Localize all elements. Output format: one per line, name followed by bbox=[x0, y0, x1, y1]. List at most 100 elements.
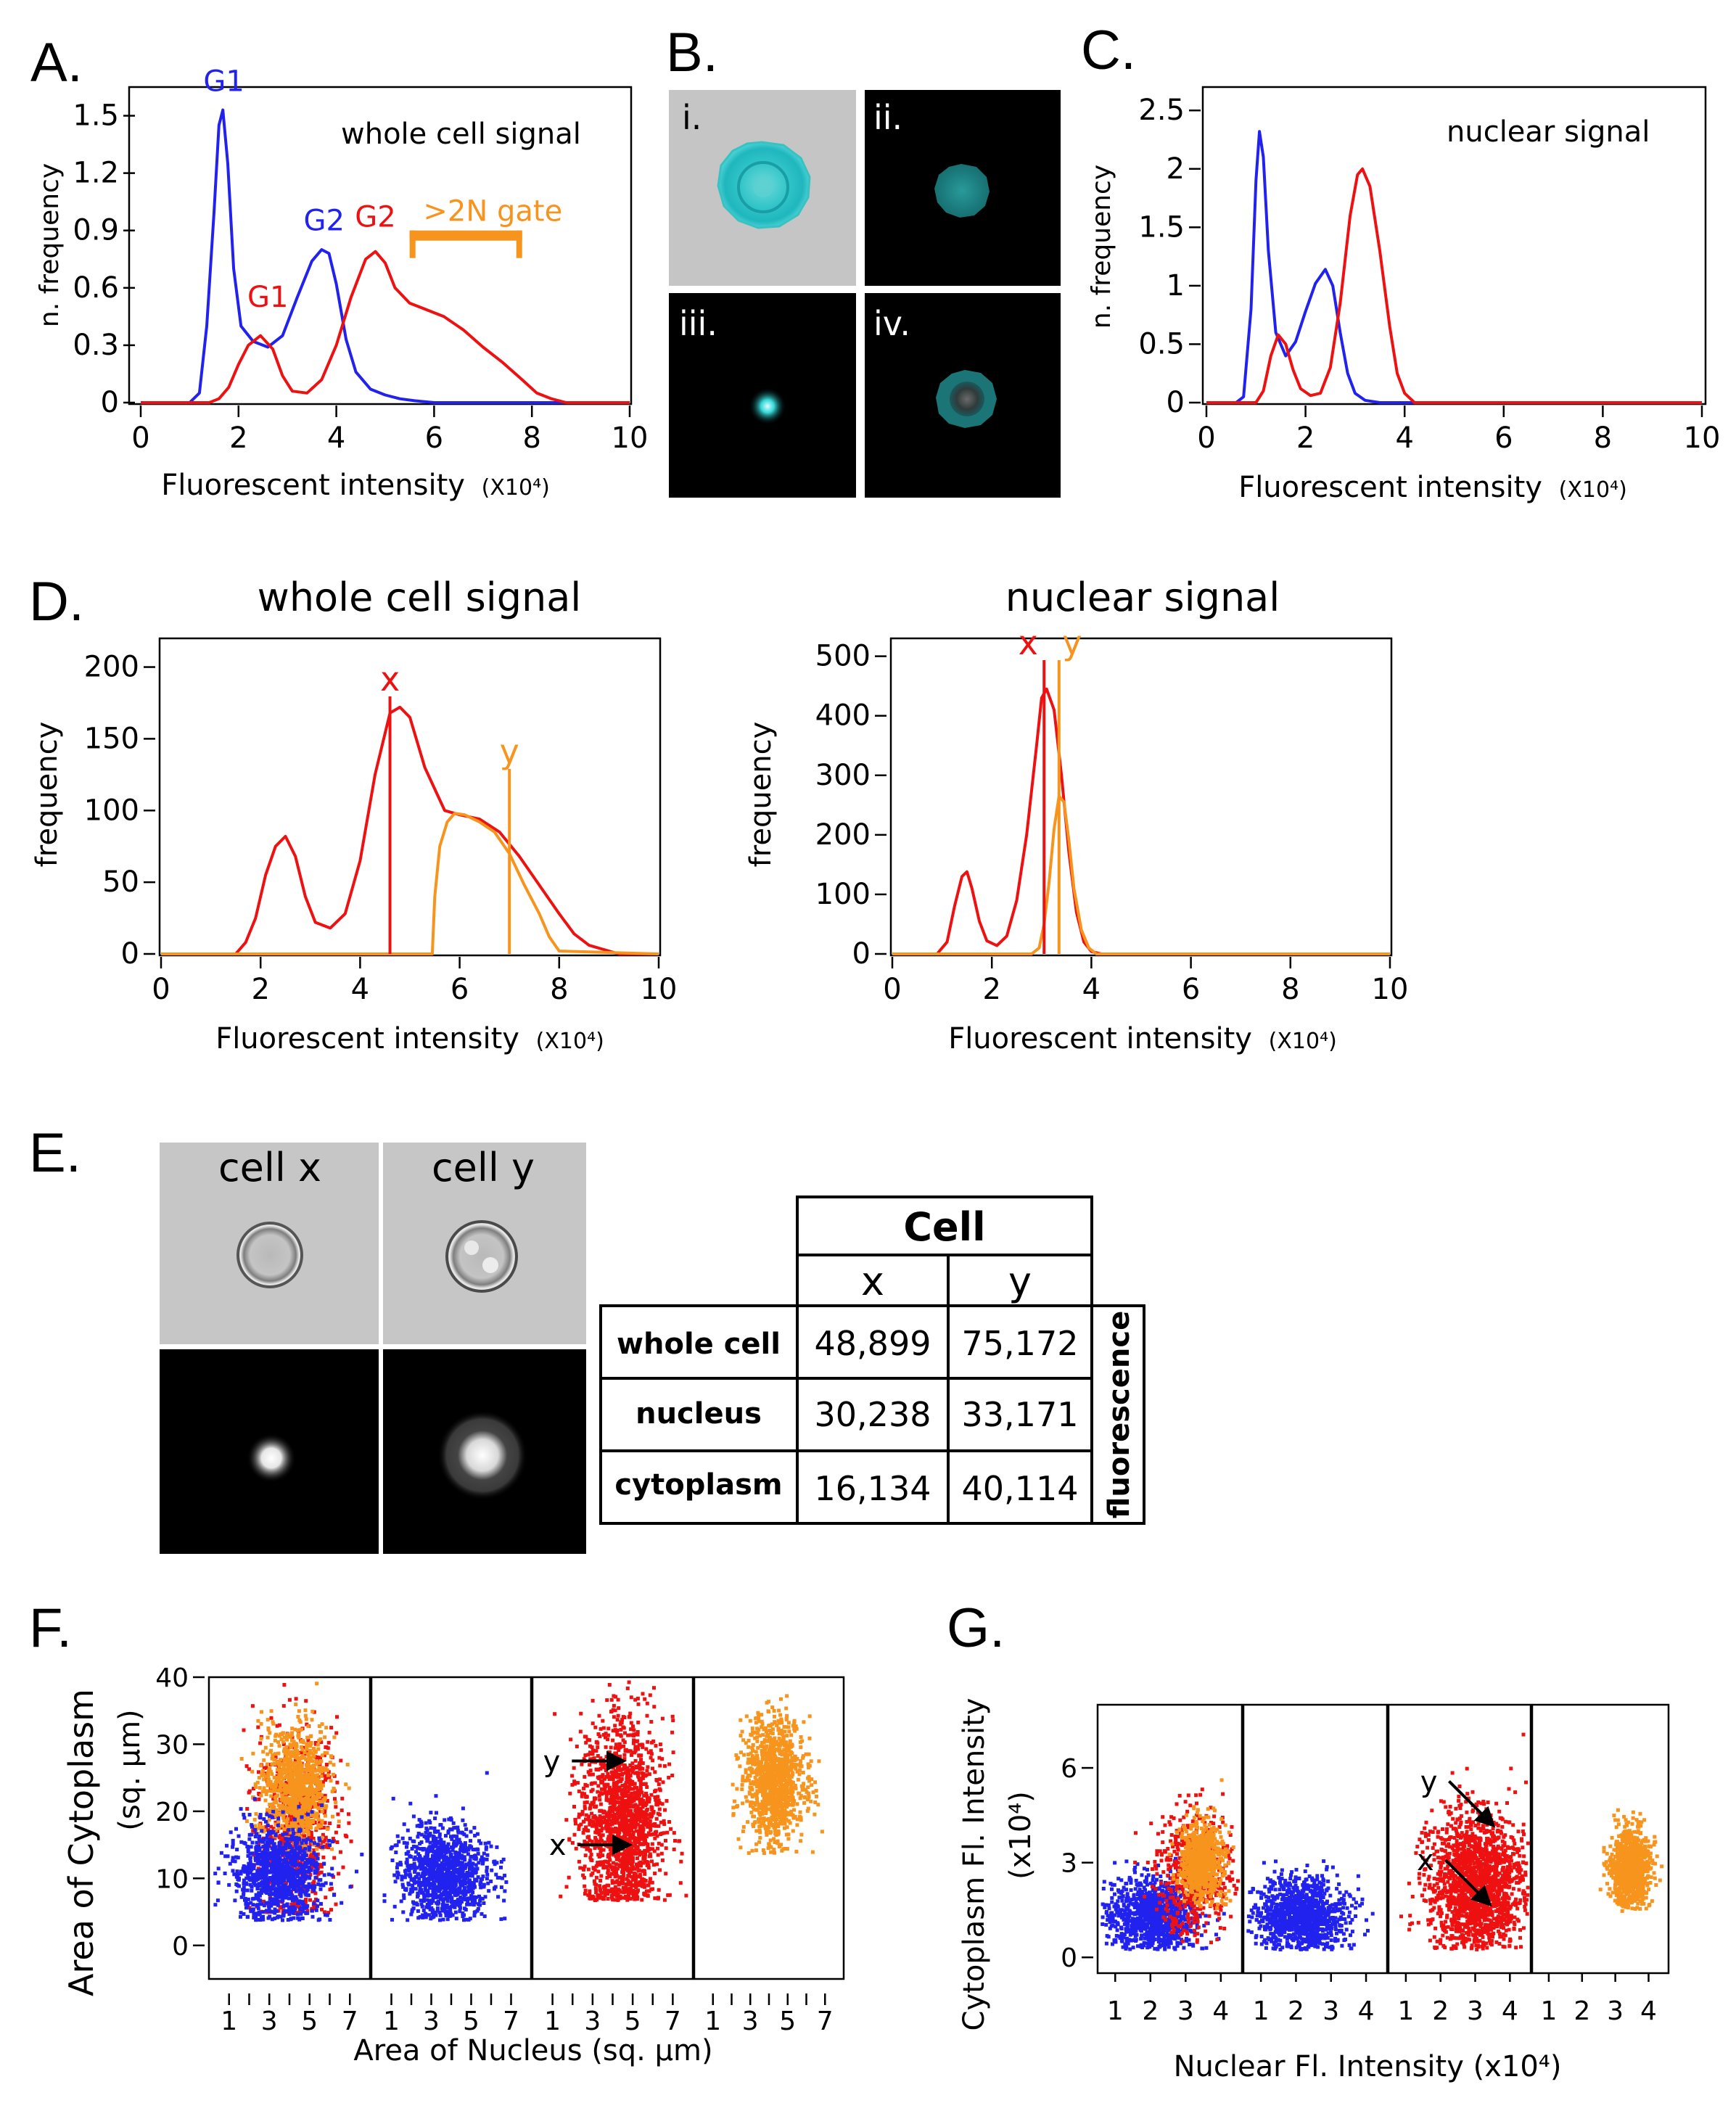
table-col-x-label: x bbox=[861, 1259, 884, 1304]
scatter-point bbox=[291, 1862, 295, 1867]
scatter-point bbox=[302, 1833, 306, 1837]
scatter-point bbox=[264, 1863, 268, 1867]
scatter-point bbox=[257, 1912, 261, 1917]
scatter-point bbox=[239, 1840, 244, 1844]
scatter-point bbox=[245, 1845, 250, 1848]
scatter-point bbox=[267, 1901, 271, 1905]
scatter-point bbox=[274, 1810, 278, 1814]
scatter-point bbox=[314, 1864, 318, 1869]
scatter-point bbox=[330, 1790, 334, 1794]
panel-d-left-lines bbox=[161, 705, 659, 955]
scatter-point bbox=[440, 1893, 444, 1897]
scatter-point bbox=[297, 1769, 301, 1774]
panel-a-chart: whole cell signal 0 2 4 6 8 1000.30.60.91.21.… bbox=[35, 65, 648, 502]
scatter-point bbox=[408, 1853, 412, 1858]
scatter-point bbox=[261, 1850, 266, 1854]
scatter-point bbox=[261, 1840, 265, 1844]
scatter-point bbox=[257, 1823, 261, 1827]
scatter-point bbox=[480, 1855, 484, 1859]
scatter-point bbox=[298, 1762, 303, 1766]
scatter-point bbox=[444, 1877, 448, 1881]
scatter-point bbox=[307, 1882, 311, 1886]
scatter-point bbox=[258, 1859, 263, 1864]
scatter-point bbox=[277, 1761, 281, 1765]
scatter-point bbox=[326, 1740, 331, 1745]
scatter-point bbox=[409, 1864, 414, 1868]
scatter-point bbox=[428, 1832, 432, 1836]
table-cell-cytoplasm-x: 16,134 bbox=[815, 1469, 931, 1508]
scatter-point bbox=[303, 1768, 307, 1772]
scatter-point bbox=[313, 1841, 316, 1845]
scatter-point bbox=[466, 1852, 470, 1856]
scatter-point bbox=[265, 1891, 269, 1895]
panel-b-images: i. ii. iii. iv. bbox=[669, 90, 1061, 498]
scatter-point bbox=[310, 1709, 315, 1713]
scatter-point bbox=[250, 1867, 254, 1872]
scatter-point bbox=[294, 1844, 298, 1848]
scatter-point bbox=[471, 1871, 475, 1875]
scatter-point bbox=[288, 1788, 292, 1793]
scatter-point bbox=[437, 1889, 442, 1893]
scatter-point bbox=[318, 1887, 323, 1891]
scatter-point bbox=[300, 1783, 305, 1787]
scatter-point bbox=[303, 1885, 308, 1889]
scatter-point bbox=[274, 1876, 279, 1880]
scatter-point bbox=[297, 1917, 302, 1922]
scatter-point bbox=[274, 1799, 279, 1803]
scatter-point bbox=[256, 1867, 260, 1871]
scatter-point bbox=[402, 1822, 406, 1827]
scatter-point bbox=[311, 1837, 316, 1840]
scatter-point bbox=[321, 1855, 326, 1859]
scatter-point bbox=[323, 1808, 327, 1813]
scatter-point bbox=[653, 1770, 657, 1774]
panel-b-iv-label: iv. bbox=[873, 304, 910, 343]
scatter-point bbox=[329, 1755, 334, 1759]
scatter-point bbox=[416, 1916, 421, 1920]
scatter-point bbox=[258, 1918, 263, 1922]
scatter-point bbox=[242, 1882, 246, 1886]
scatter-point bbox=[642, 1892, 646, 1896]
scatter-point bbox=[435, 1861, 439, 1866]
scatter-point bbox=[390, 1845, 394, 1849]
scatter-point bbox=[316, 1742, 320, 1747]
scatter-point bbox=[305, 1794, 309, 1798]
scatter-point bbox=[564, 1818, 569, 1822]
scatter-point bbox=[470, 1881, 474, 1885]
scatter-point bbox=[266, 1752, 270, 1756]
scatter-point bbox=[321, 1766, 325, 1770]
scatter-point bbox=[289, 1830, 293, 1835]
scatter-point bbox=[596, 1869, 601, 1874]
scatter-point bbox=[445, 1856, 449, 1861]
scatter-point bbox=[244, 1906, 248, 1910]
scatter-point bbox=[420, 1904, 424, 1909]
scatter-point bbox=[281, 1810, 285, 1814]
scatter-point bbox=[292, 1883, 296, 1888]
scatter-point bbox=[279, 1885, 283, 1890]
scatter-point bbox=[307, 1848, 311, 1852]
scatter-point bbox=[657, 1807, 662, 1811]
scatter-point bbox=[295, 1761, 300, 1766]
scatter-point bbox=[281, 1911, 286, 1915]
scatter-point bbox=[446, 1869, 451, 1873]
scatter-point bbox=[442, 1847, 445, 1851]
scatter-point bbox=[282, 1819, 287, 1823]
scatter-point bbox=[253, 1835, 258, 1839]
scatter-point bbox=[624, 1837, 628, 1842]
scatter-point bbox=[300, 1750, 304, 1755]
scatter-point bbox=[621, 1877, 625, 1882]
scatter-point bbox=[290, 1767, 295, 1771]
scatter-point bbox=[256, 1719, 260, 1723]
scatter-point bbox=[490, 1868, 494, 1872]
scatter-point bbox=[260, 1829, 264, 1833]
scatter-point bbox=[649, 1793, 654, 1797]
scatter-point bbox=[320, 1809, 324, 1814]
scatter-point bbox=[475, 1867, 480, 1871]
scatter-point bbox=[329, 1726, 334, 1730]
scatter-point bbox=[269, 1716, 273, 1720]
scatter-point bbox=[292, 1740, 296, 1744]
scatter-point bbox=[268, 1909, 273, 1914]
scatter-point bbox=[454, 1917, 458, 1921]
scatter-point bbox=[260, 1825, 265, 1830]
scatter-point bbox=[441, 1886, 445, 1890]
